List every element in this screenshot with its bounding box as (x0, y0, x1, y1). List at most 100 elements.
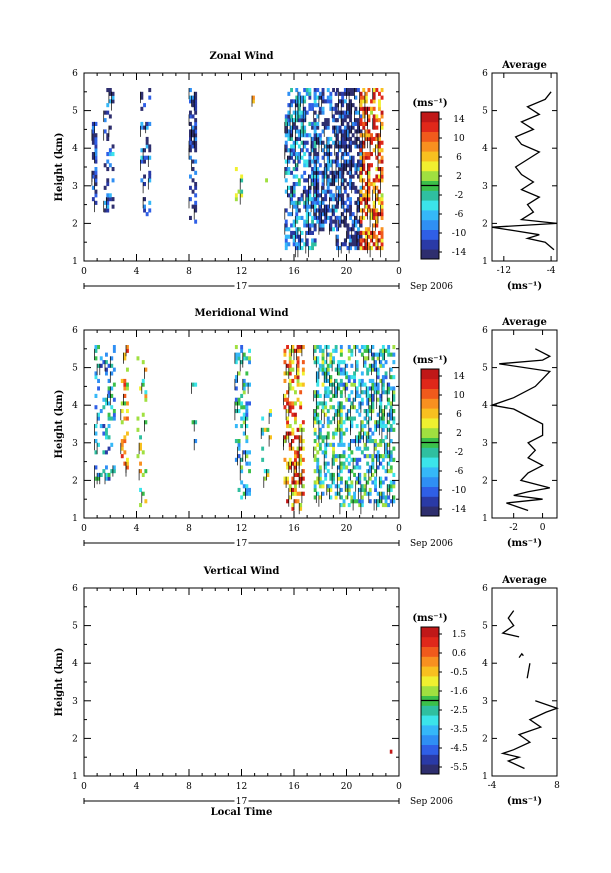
heatmap-cell (295, 140, 299, 145)
heatmap-cell (91, 170, 95, 175)
heatmap-cell (332, 106, 335, 111)
heatmap-cell (392, 457, 396, 462)
x-tick-label: 0 (396, 524, 402, 534)
heatmap-cell (318, 435, 322, 440)
heatmap-cell (305, 133, 309, 138)
heatmap-cell (240, 345, 244, 350)
heatmap-cell (380, 204, 384, 209)
heatmap-cell (311, 215, 314, 220)
heatmap-cell (353, 345, 356, 350)
heatmap-cell (311, 230, 314, 235)
heatmap-cell (367, 106, 371, 111)
heatmap-cell (316, 457, 320, 462)
heatmap-cell (341, 155, 345, 160)
heatmap-cell (284, 238, 288, 243)
heatmap-cell (378, 136, 381, 141)
heatmap-cell (368, 491, 372, 496)
heatmap-cell (305, 219, 309, 224)
heatmap-cell (362, 114, 366, 119)
heatmap-cell (334, 495, 338, 500)
colorbar-swatch (421, 131, 439, 142)
heatmap-cell (139, 435, 142, 440)
x-tick-label: 0 (396, 267, 402, 277)
colorbar-swatch (421, 418, 439, 429)
heatmap-cell (372, 208, 376, 213)
heatmap-cell (355, 457, 359, 462)
heatmap-cell (353, 472, 356, 477)
heatmap-cell (145, 212, 149, 217)
heatmap-cell (326, 148, 330, 153)
heatmap-cell (357, 230, 360, 235)
heatmap-cell (343, 133, 347, 138)
heatmap-cell (290, 125, 293, 130)
heatmap-cell (376, 371, 380, 376)
heatmap-cell (337, 465, 341, 470)
heatmap-cell (297, 208, 301, 213)
heatmap-cell (326, 345, 330, 350)
heatmap-cell (343, 114, 347, 119)
heatmap-cell (148, 155, 152, 160)
heatmap-cell (295, 242, 299, 247)
heatmap-cell (366, 491, 370, 496)
heatmap-cell (378, 200, 381, 205)
heatmap-cell (126, 401, 129, 406)
heatmap-cell (316, 178, 320, 183)
heatmap-cell (370, 215, 373, 220)
heatmap-cell (148, 88, 152, 93)
heatmap-cell (324, 189, 328, 194)
heatmap-cell (103, 110, 107, 115)
heatmap-cell (374, 454, 377, 459)
heatmap-cell (338, 91, 342, 96)
heatmap-cell (351, 159, 355, 164)
heatmap-cell (105, 431, 108, 436)
heatmap-cell (94, 133, 98, 138)
heatmap-cell (308, 133, 312, 138)
heatmap-cell (308, 189, 312, 194)
heatmap-cell (287, 136, 291, 141)
heatmap-cell (301, 446, 305, 451)
heatmap-cell (106, 133, 110, 138)
heatmap-cell (94, 405, 98, 410)
heatmap-cell (189, 133, 192, 138)
heatmap-cell (349, 148, 352, 153)
heatmap-cell (339, 401, 343, 406)
heatmap-cell (194, 121, 198, 126)
heatmap-cell (324, 476, 328, 481)
colorbar-tick-label: -14 (452, 248, 467, 258)
heatmap-cell (355, 465, 359, 470)
heatmap-cell (316, 465, 320, 470)
avg-y-tick-label: 3 (482, 439, 488, 449)
heatmap-cell (313, 182, 317, 187)
heatmap-cell (329, 189, 333, 194)
heatmap-cell (342, 420, 346, 425)
heatmap-cell (296, 345, 300, 350)
heatmap-cell (316, 412, 320, 417)
heatmap-cell (329, 144, 333, 149)
heatmap-cell (321, 219, 325, 224)
heatmap-cell (359, 129, 363, 134)
heatmap-cell (367, 170, 371, 175)
heatmap-cell (290, 103, 293, 108)
heatmap-cell (321, 110, 325, 115)
heatmap-cell (296, 491, 300, 496)
heatmap-cell (359, 152, 363, 157)
heatmap-cell (367, 114, 371, 119)
heatmap-cell (292, 152, 296, 157)
heatmap-cell (102, 424, 106, 429)
heatmap-cell (334, 197, 338, 202)
heatmap-cell (284, 208, 288, 213)
colorbar-swatch (421, 388, 439, 399)
heatmap-cell (318, 204, 322, 209)
heatmap-cell (311, 223, 314, 228)
heatmap-cell (362, 167, 366, 172)
heatmap-cell (326, 88, 330, 93)
heatmap-cell (292, 148, 296, 153)
heatmap-cell (143, 182, 146, 187)
heatmap-cell (144, 390, 148, 395)
heatmap-cell (107, 363, 111, 368)
heatmap-cell (375, 223, 379, 228)
heatmap-cell (343, 91, 347, 96)
colorbar-swatch (421, 496, 439, 507)
heatmap-cell (145, 121, 149, 126)
